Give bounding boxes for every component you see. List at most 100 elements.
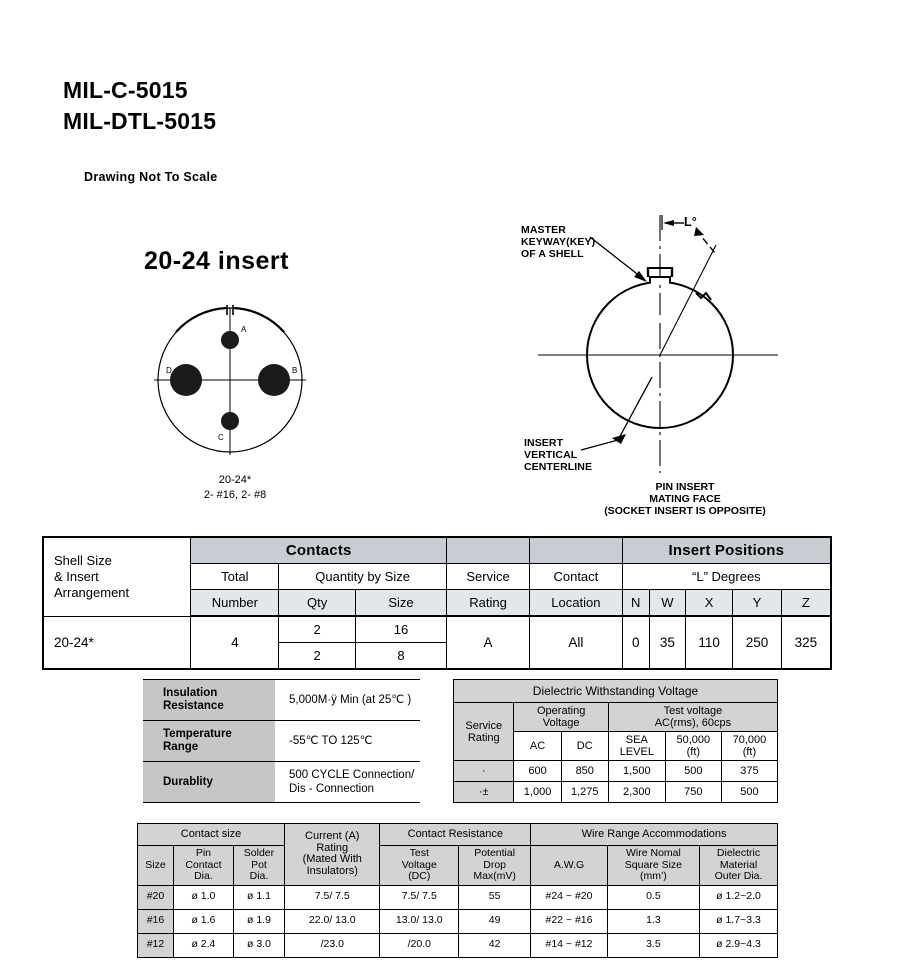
- caption-mating-face: MATING FACE: [649, 493, 721, 505]
- shell-arrangement-table: Shell Size & Insert Arrangement Contacts…: [42, 536, 832, 670]
- cell-total-number: 4: [190, 615, 280, 670]
- wire-square-line1: Wire Nomal: [625, 847, 681, 859]
- cell-ac: 1,000: [513, 781, 562, 803]
- cell-pin-contact-dia: ø 1.6: [172, 908, 234, 934]
- cell-current-rating: 7.5/ 7.5: [284, 884, 381, 910]
- label-durability: Durablity: [143, 761, 275, 803]
- ft70000-line1: 70,000: [732, 734, 767, 746]
- callout-master-keyway-line1: MASTER: [521, 224, 566, 236]
- cell-pin-contact-dia: ø 2.4: [172, 932, 234, 958]
- header-group-contact-blank: [529, 536, 623, 564]
- cell-size-2: 8: [354, 642, 447, 670]
- cell-potential-drop: 42: [458, 932, 532, 958]
- dielectric-outer-line3: Outer Dia.: [714, 870, 763, 882]
- callout-centerline-line3: CENTERLINE: [524, 461, 593, 473]
- header-awg: A.W.G: [530, 845, 608, 886]
- l-angle-arrow: [694, 227, 704, 236]
- test-voltage-line3: (DC): [408, 870, 431, 882]
- header-dielectric-outer-dia: Dielectric Material Outer Dia.: [699, 845, 778, 886]
- cell-sea-level: 2,300: [607, 781, 666, 803]
- cell-qty-2: 2: [278, 642, 356, 670]
- current-rating-line3: (Mated With: [302, 853, 362, 866]
- solder-pot-line3: Dia.: [249, 870, 269, 882]
- wire-square-line3: (mm’): [639, 870, 667, 882]
- table-header-row-group: Contact size Current (A) Rating (Mated W…: [136, 823, 778, 886]
- header-total: Total: [190, 563, 280, 590]
- contact-c: [221, 412, 239, 430]
- cell-awg: #24 ~ #20: [530, 884, 608, 910]
- cell-potential-drop: 49: [458, 908, 532, 934]
- callout-centerline-line2: VERTICAL: [524, 449, 578, 461]
- cell-size: #16: [137, 908, 174, 934]
- shell-size-line3: Arrangement: [54, 584, 130, 600]
- cell-awg: #22 ~ #16: [530, 908, 608, 934]
- header-group-insert-positions: Insert Positions: [621, 536, 832, 564]
- ft50000-line2: (ft): [686, 746, 701, 758]
- cell-rating: ·±: [452, 781, 515, 803]
- header-group-contact-size: Contact size: [136, 823, 286, 846]
- dielectric-outer-line2: Material: [719, 858, 758, 871]
- cell-sea-level: 1,500: [607, 760, 666, 782]
- keyway-arc-left: [175, 306, 227, 333]
- spec-title-mil-dtl-5015: MIL-DTL-5015: [63, 108, 217, 134]
- pin-dia-line1: Pin: [195, 847, 212, 859]
- value-insulation-resistance: 5,000M·ÿ Min (at 25℃ ): [275, 679, 420, 721]
- cell-dc: 1,275: [560, 781, 609, 803]
- table-row: #12 ø 2.4 ø 3.0 /23.0 /20.0 42 #14 ~ #12…: [137, 932, 778, 958]
- table-header-row: Service Rating Operating Voltage Test vo…: [452, 702, 779, 761]
- cell-wire-square-size: 1.3: [606, 908, 701, 934]
- callout-master-keyway: MASTER KEYWAY(KEY) OF A SHELL: [521, 224, 595, 260]
- cell-test-voltage: 7.5/ 7.5: [379, 884, 460, 910]
- cell-70000ft: 500: [720, 781, 779, 803]
- drawing-not-to-scale-note: Drawing Not To Scale: [84, 170, 218, 184]
- label-temperature-range: Temperature Range: [143, 720, 275, 762]
- cell-potential-drop: 55: [458, 884, 532, 910]
- header-quantity-by-size: Quantity by Size: [278, 563, 447, 590]
- keyway-arc-right: [233, 306, 285, 333]
- cell-size: #20: [137, 884, 174, 910]
- test-voltage-line1: Test voltage: [663, 705, 723, 717]
- value-temperature-range: -55℃ TO 125℃: [275, 720, 420, 762]
- value-line2: Dis - Connection: [289, 783, 375, 795]
- master-keyway-leader-arrow: [634, 271, 647, 282]
- shell-size-line2: & Insert: [54, 568, 99, 584]
- sea-level-line2: LEVEL: [619, 746, 654, 758]
- potential-drop-line3: Max(mV): [473, 870, 516, 882]
- cell-ac: 600: [513, 760, 562, 782]
- header-position-w: W: [648, 589, 687, 617]
- header-rating: Rating: [445, 589, 531, 617]
- header-shell-size-insert-arrangement: Shell Size & Insert Arrangement: [42, 536, 192, 617]
- cell-wire-square-size: 0.5: [606, 884, 701, 910]
- cell-test-voltage: 13.0/ 13.0: [379, 908, 460, 934]
- operating-voltage-line1: Operating: [537, 705, 586, 717]
- centerline-leader: [580, 439, 619, 451]
- table-header-row-sub: Total Quantity by Size Service Contact “…: [43, 563, 832, 590]
- insert-caption-arrangement: 20-24*: [218, 474, 252, 486]
- cell-50000ft: 500: [664, 760, 722, 782]
- solder-pot-line1: Solder: [243, 847, 275, 859]
- table-row: 20-24* 4 2 16 A All 0 35 110 250 325: [42, 615, 832, 670]
- insert-face-diagram: A B C D: [154, 305, 306, 455]
- header-qty: Qty: [278, 589, 356, 617]
- contact-label-a: A: [241, 325, 247, 334]
- cell-solder-pot-dia: ø 1.9: [232, 908, 286, 934]
- label-line1: Temperature: [163, 728, 232, 740]
- cell-size-1: 16: [354, 615, 447, 643]
- label-insulation-resistance: Insulation Resistance: [143, 679, 275, 721]
- header-group-current-rating: Current (A) Rating (Mated With Insulator…: [284, 823, 381, 886]
- header-test-voltage: Test Voltage (DC): [379, 845, 460, 886]
- l-dim-arrow-left: [663, 220, 674, 226]
- header-operating-voltage: Operating Voltage: [513, 702, 609, 732]
- general-properties-table: Insulation Resistance 5,000M·ÿ Min (at 2…: [143, 679, 420, 803]
- header-position-y: Y: [732, 589, 782, 617]
- shell-size-line1: Shell Size: [54, 552, 112, 568]
- header-size: Size: [354, 589, 447, 617]
- header-col-ac: AC: [513, 731, 562, 761]
- cell-50000ft: 750: [664, 781, 722, 803]
- operating-voltage-line2: Voltage: [542, 717, 580, 729]
- header-service: Service: [445, 563, 531, 590]
- header-group-service-blank: [445, 536, 531, 564]
- current-rating-line1: Current (A): [305, 830, 360, 843]
- value-line1: -55℃ TO 125℃: [289, 735, 373, 747]
- value-line1: 5,000M·ÿ Min (at 25℃ ): [289, 694, 412, 706]
